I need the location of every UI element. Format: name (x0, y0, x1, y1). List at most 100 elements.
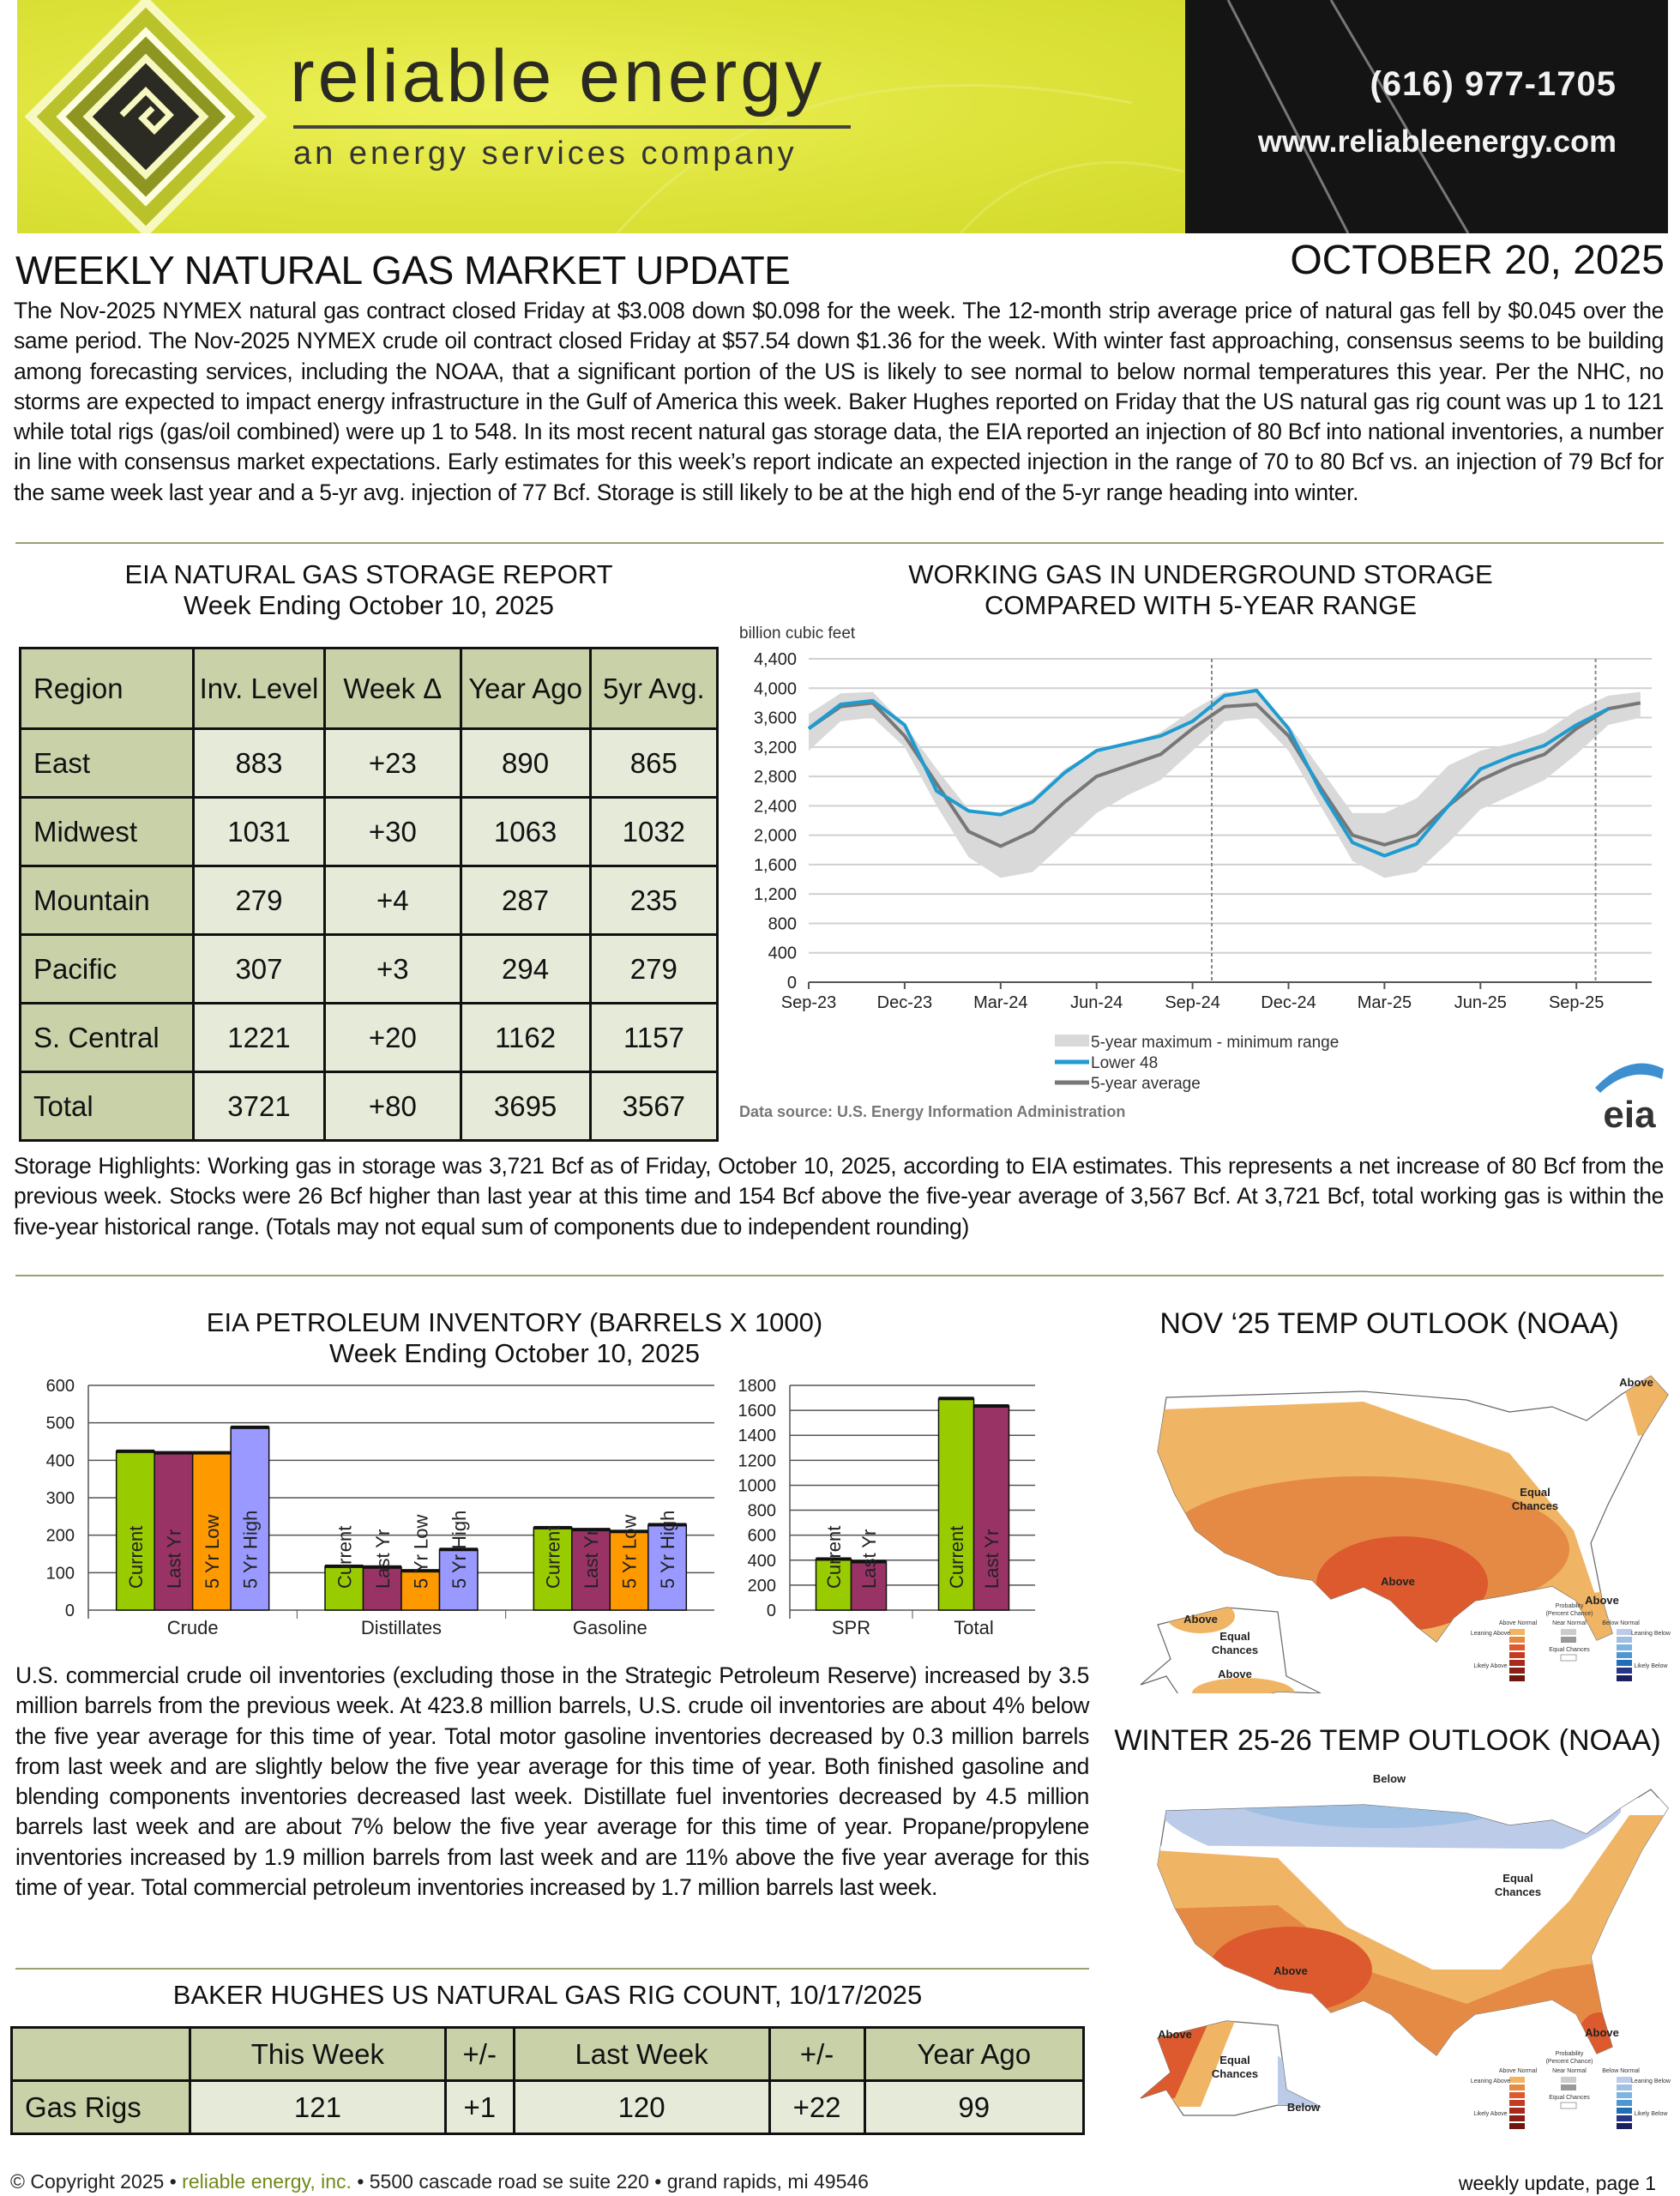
company-name: reliable energy, inc. (182, 2170, 352, 2193)
bar-right-spr-current (815, 1558, 852, 1611)
bar-label: Last Yr (581, 1529, 602, 1589)
bar-label: Current (543, 1526, 564, 1589)
cell: +1 (443, 2079, 515, 2135)
header-banner: reliable energy an energy services compa… (17, 0, 1668, 233)
legend-swatch (1561, 1637, 1576, 1643)
bar-cap (610, 1529, 648, 1534)
alaska-shading (1166, 1608, 1295, 1693)
brand-panel: reliable energy an energy services compa… (17, 0, 1185, 233)
bar-cap (401, 1569, 440, 1573)
alaska-above-region (1166, 1608, 1235, 1633)
bullet: • (357, 2170, 364, 2193)
legend-swatch (1509, 2100, 1525, 2106)
y-tick-label: 1400 (738, 1427, 777, 1445)
map-label: Chances (1495, 1885, 1541, 1898)
cell: 120 (512, 2079, 771, 2135)
column-header: +/- (443, 2026, 515, 2082)
map-label: Equal (1502, 1872, 1532, 1885)
brand-name: reliable energy (290, 35, 826, 118)
legend-swatch (1617, 1652, 1632, 1658)
legend-label: Likely Above (1473, 2111, 1507, 2117)
bar-cap (154, 1451, 193, 1455)
cell: 287 (459, 865, 592, 936)
legend-swatch (1509, 1644, 1525, 1650)
data-source: Data source: U.S. Energy Information Adm… (739, 1103, 1125, 1120)
petroleum-heading: EIA PETROLEUM INVENTORY (BARRELS X 1000) (206, 1307, 823, 1337)
rig-count-title: BAKER HUGHES US NATURAL GAS RIG COUNT, 1… (172, 1980, 923, 2010)
cell: +4 (323, 865, 462, 936)
cell: 890 (459, 727, 592, 799)
y-tick-label: 100 (46, 1564, 75, 1583)
legend-label: Leaning Below (1631, 2078, 1671, 2084)
cell: 294 (459, 933, 592, 1004)
y-tick-label: 500 (46, 1415, 75, 1433)
cell: +22 (768, 2079, 866, 2135)
legend-swatch (1617, 2092, 1632, 2098)
map-label: Chances (1212, 2067, 1258, 2080)
phone-number[interactable]: (616) 977-1705 (1370, 65, 1617, 103)
category-label: Total (954, 1617, 993, 1638)
legend-swatch (1509, 2084, 1525, 2090)
column-header: This Week (189, 2026, 447, 2082)
bar-left-crude-last-yr (154, 1451, 194, 1611)
legend-swatch (1509, 2077, 1525, 2083)
bar-cap (231, 1425, 269, 1429)
website-link[interactable]: www.reliableenergy.com (1257, 124, 1617, 159)
page-number: weekly update, page 1 (1458, 2172, 1656, 2194)
legend-heading: Below Normal (1602, 2068, 1640, 2074)
legend-swatch (1561, 2084, 1576, 2090)
map-label: Above (1218, 1668, 1252, 1680)
x-tick-label: Sep-25 (1549, 993, 1605, 1012)
petroleum-summary: U.S. commercial crude oil inventories (e… (15, 1662, 1089, 1901)
legend-swatch (1509, 1629, 1525, 1635)
column-header: Year Ago (459, 647, 592, 730)
y-tick-label: 200 (748, 1577, 776, 1596)
x-tick-label: Sep-24 (1165, 993, 1220, 1012)
x-tick-label: Mar-25 (1358, 993, 1412, 1012)
y-tick-label: 2,800 (754, 768, 797, 787)
legend-heading: Above Normal (1499, 1620, 1538, 1626)
range-band (809, 691, 1641, 878)
legend-swatch (1509, 1668, 1525, 1674)
footer: © Copyright 2025 • reliable energy, inc.… (10, 2170, 869, 2193)
map-label: Equal (1219, 1630, 1249, 1643)
y-tick-label: 3,600 (754, 709, 797, 728)
table-row: Mountain 279 +4 287 235 (19, 865, 720, 936)
cell: 3721 (191, 1071, 327, 1142)
y-tick-label: 800 (768, 914, 797, 933)
legend-swatch (1560, 1654, 1577, 1662)
column-header: +/- (768, 2026, 866, 2082)
divider (15, 542, 1664, 544)
legend-swatch (1509, 2123, 1525, 2129)
legend-swatch (1509, 1660, 1525, 1666)
cell: 3695 (459, 1071, 592, 1142)
bar-cap (571, 1528, 611, 1532)
legend-label: Leaning Above (1471, 1631, 1510, 1637)
page-title: WEEKLY NATURAL GAS MARKET UPDATE (15, 248, 791, 293)
bar-left-gasoline-current (533, 1527, 573, 1611)
bar-label: Last Yr (372, 1529, 394, 1589)
bar-right-total-current (937, 1397, 975, 1611)
rig-count-table: This Week +/- Last Week +/- Year Ago Gas… (10, 2026, 1086, 2135)
eia-logo: eia (1603, 1094, 1656, 1136)
cell: 1032 (588, 796, 720, 867)
eia-logo-icon (1595, 1063, 1664, 1093)
category-label: Distillates (361, 1617, 442, 1638)
bar-cap (325, 1564, 364, 1568)
x-tick-label: Mar-24 (973, 993, 1027, 1012)
legend-subtitle: (Percent Chance) (1546, 1611, 1593, 1617)
legend-swatch (1509, 2108, 1525, 2114)
legend-swatch (1509, 1637, 1525, 1643)
market-summary: The Nov-2025 NYMEX natural gas contract … (14, 298, 1664, 505)
map-label: Above (1585, 1594, 1619, 1607)
legend-heading: Near Normal (1552, 1620, 1587, 1626)
column-header: 5yr Avg. (588, 647, 720, 730)
storage-report-heading: EIA NATURAL GAS STORAGE REPORT (124, 559, 613, 589)
bar-right-total-last-yr (972, 1405, 1010, 1611)
map-label: Above (1183, 1613, 1218, 1626)
legend-title: Probability (1556, 2051, 1584, 2057)
map-label: Equal (1520, 1486, 1550, 1499)
legend-swatch (1617, 2123, 1632, 2129)
column-header: Inv. Level (191, 647, 327, 730)
legend-subtitle: (Percent Chance) (1546, 2059, 1593, 2065)
